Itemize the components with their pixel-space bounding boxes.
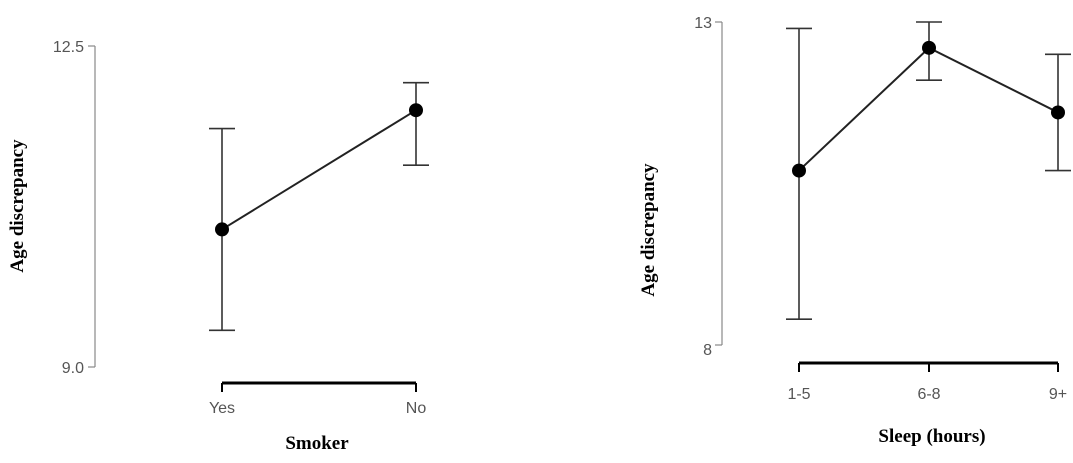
x-tick-label: 1-5 <box>787 386 810 403</box>
plot-marks <box>786 21 1071 320</box>
x-tick-label: Yes <box>209 400 235 417</box>
y-tick-label: 8 <box>703 342 712 359</box>
data-point <box>922 40 936 55</box>
data-point <box>792 163 806 178</box>
x-axis-title: Smoker <box>285 433 349 454</box>
x-tick-label: 6-8 <box>917 386 940 403</box>
x-tick-label: 9+ <box>1049 386 1067 403</box>
data-point <box>1051 105 1065 120</box>
y-axis-title: Age discrepancy <box>7 139 28 273</box>
data-point <box>215 222 229 237</box>
y-tick-label: 12.5 <box>53 39 84 56</box>
data-point <box>409 103 423 118</box>
chart-smoker: 12.5 9.0 Yes No Smoker Age discrepancy <box>7 39 429 454</box>
y-tick-label: 9.0 <box>62 360 84 377</box>
series-line <box>221 109 417 231</box>
y-axis-title: Age discrepancy <box>638 163 659 297</box>
y-tick-label: 13 <box>694 15 712 32</box>
plot-marks <box>209 81 429 332</box>
x-tick-label: No <box>406 400 427 417</box>
x-axis-title: Sleep (hours) <box>878 426 985 447</box>
chart-sleep: 13 8 1-5 6-8 9+ Sleep (hours) Age discre… <box>638 15 1071 447</box>
